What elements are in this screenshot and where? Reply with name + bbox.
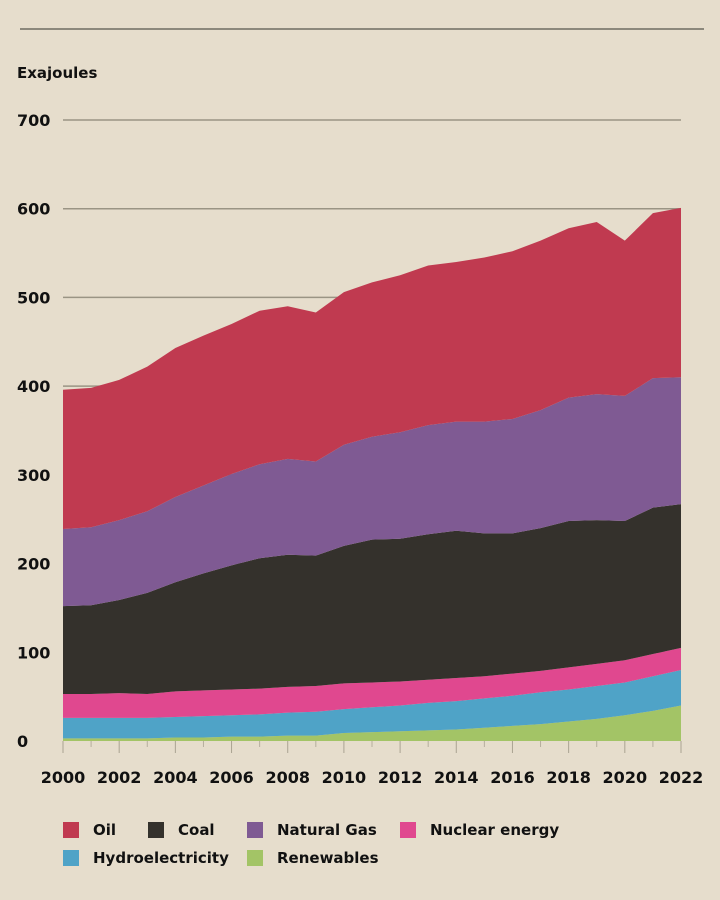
area-renewables: [63, 705, 681, 741]
y-tick-label: 0: [17, 732, 28, 751]
top-rule: [20, 28, 704, 30]
y-axis-label: Exajoules: [17, 64, 98, 82]
legend-label: Oil: [93, 821, 117, 839]
legend-label: Natural Gas: [277, 821, 377, 839]
legend-label: Coal: [178, 821, 215, 839]
x-tick-label: 2016: [490, 768, 535, 787]
area-natural-gas: [63, 377, 681, 607]
x-tick-label: 2004: [153, 768, 198, 787]
y-tick-label: 400: [17, 377, 50, 396]
x-tick-label: 2002: [97, 768, 142, 787]
area-hydroelectricity: [63, 670, 681, 739]
y-tick-label: 700: [17, 111, 50, 130]
legend-swatch: [247, 850, 263, 866]
legend-item: Hydroelectricity: [63, 849, 229, 867]
legend-item: Renewables: [247, 849, 379, 867]
legend-swatch: [400, 822, 416, 838]
y-tick-label: 500: [17, 288, 50, 307]
area-coal: [63, 504, 681, 694]
area-nuclear-energy: [63, 647, 681, 718]
legend-swatch: [247, 822, 263, 838]
legend-item: Natural Gas: [247, 821, 377, 839]
x-tick-label: 2020: [603, 768, 648, 787]
x-tick-label: 2014: [434, 768, 479, 787]
x-tick-label: 2008: [265, 768, 310, 787]
x-tick-label: 2012: [378, 768, 423, 787]
legend-swatch: [63, 822, 79, 838]
x-tick-label: 2000: [41, 768, 86, 787]
y-tick-label: 600: [17, 200, 50, 219]
legend-label: Nuclear energy: [430, 821, 560, 839]
legend-item: Coal: [148, 821, 215, 839]
legend-item: Oil: [63, 821, 116, 839]
x-tick-label: 2010: [322, 768, 367, 787]
x-tick-label: 2022: [659, 768, 704, 787]
legend-swatch: [63, 850, 79, 866]
y-tick-label: 200: [17, 555, 50, 574]
x-tick-label: 2006: [209, 768, 254, 787]
area-oil: [63, 207, 681, 529]
legend-label: Renewables: [277, 849, 379, 867]
y-tick-label: 300: [17, 466, 50, 485]
legend-swatch: [148, 822, 164, 838]
x-tick-label: 2018: [546, 768, 591, 787]
legend-label: Hydroelectricity: [93, 849, 229, 867]
legend-item: Nuclear energy: [400, 821, 559, 839]
y-tick-label: 100: [17, 643, 50, 662]
